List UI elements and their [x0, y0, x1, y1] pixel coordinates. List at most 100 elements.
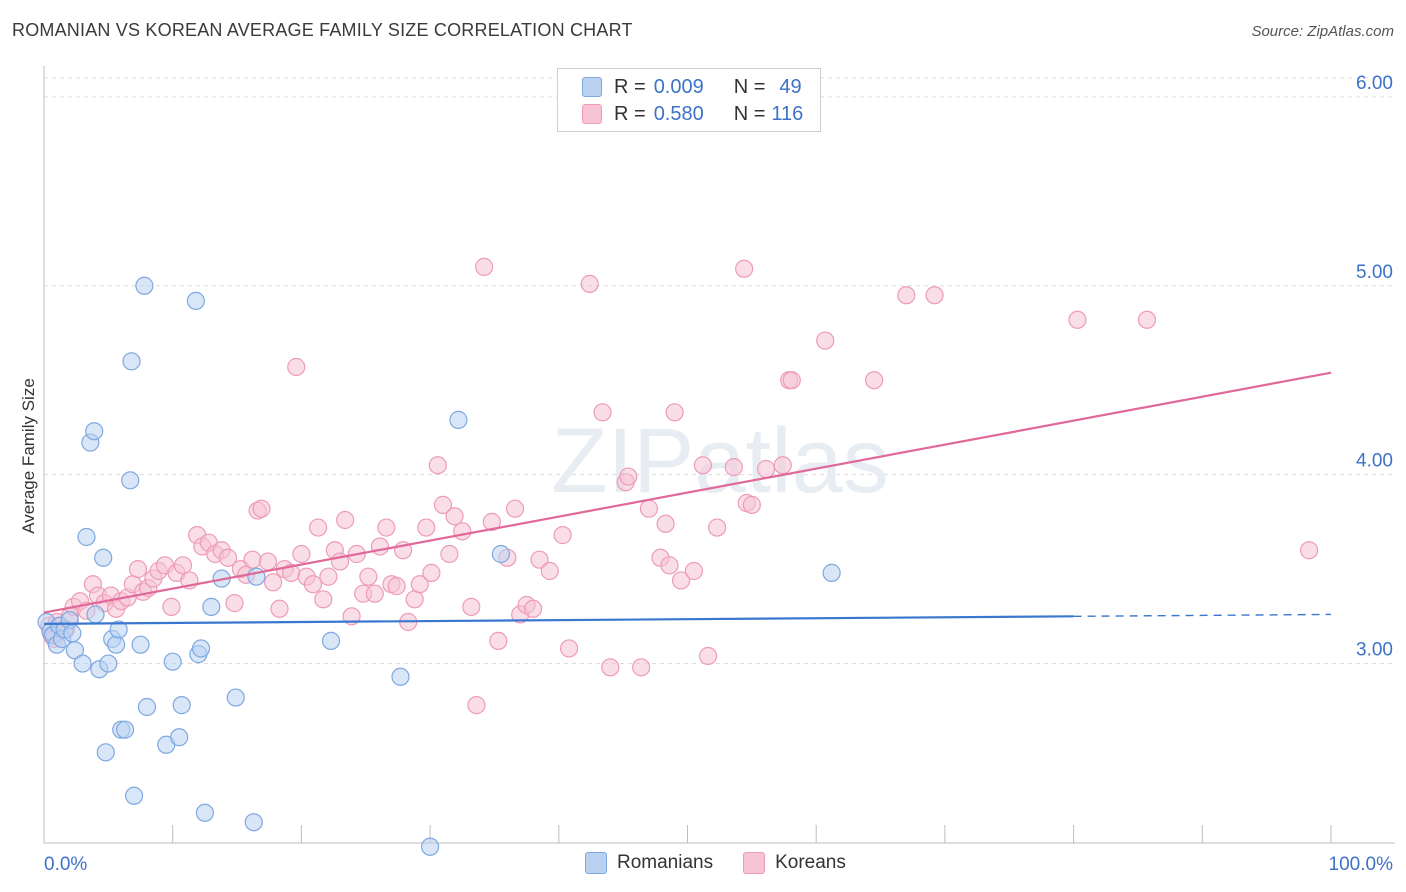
koreans-point	[263, 573, 283, 592]
koreans-point	[735, 259, 754, 278]
tick-labels: 3.00 4.00 5.00 6.00 0.0% 100.0%	[44, 73, 1393, 875]
koreans-point	[309, 518, 328, 537]
koreans-point	[756, 459, 776, 479]
koreans-point	[742, 495, 761, 514]
romanians-point	[421, 837, 440, 856]
romanians-point	[85, 422, 104, 441]
koreans-legend-label: Koreans	[775, 852, 846, 873]
romanians-point	[163, 652, 182, 671]
koreans-point	[243, 550, 262, 569]
koreans-point	[665, 403, 684, 422]
koreans-trend-line	[43, 371, 1332, 614]
koreans-point	[410, 575, 429, 594]
legend-n-value: 49	[779, 75, 802, 98]
romanians-point	[131, 635, 150, 654]
koreans-point	[433, 495, 453, 514]
koreans-point	[639, 499, 658, 518]
koreans-point	[370, 537, 390, 556]
koreans-point	[865, 371, 884, 390]
koreans-point	[365, 584, 384, 603]
koreans-point	[1137, 310, 1157, 329]
correlation-legend: R = 0.009 N = 49 R = 0.580 N = 116	[557, 68, 821, 132]
koreans-point	[303, 575, 323, 594]
romanians-point	[391, 667, 410, 686]
romanians-point	[172, 696, 191, 715]
y-tick-label: 5.00	[1356, 262, 1393, 283]
legend-r-label: R =	[614, 102, 646, 125]
y-tick-label: 6.00	[1356, 73, 1393, 94]
romanians-point	[122, 352, 141, 371]
koreans-point	[482, 512, 501, 531]
koreans-point	[698, 646, 718, 666]
koreans-point	[319, 567, 338, 586]
koreans-point	[684, 561, 704, 581]
legend-r-value: 0.580	[653, 102, 704, 125]
romanians-point	[86, 605, 105, 624]
romanians-point	[247, 567, 266, 586]
y-axis-label: Average Family Size	[19, 378, 38, 534]
koreans-point	[128, 560, 148, 579]
romanians-point	[137, 697, 157, 717]
koreans-point	[462, 597, 481, 616]
koreans-point	[336, 510, 355, 530]
romanians-legend-swatch	[585, 852, 607, 874]
koreans-point	[489, 631, 508, 650]
romanians-point	[202, 597, 221, 616]
x-tick-label: 100.0%	[1329, 854, 1394, 875]
romanians-point	[106, 635, 126, 654]
romanians-point	[121, 471, 140, 490]
koreans-point	[897, 286, 916, 305]
koreans-point	[314, 590, 333, 609]
axes	[43, 66, 1395, 844]
romanians-trend-line	[43, 615, 1074, 625]
romanians-point	[77, 527, 96, 547]
koreans-point	[428, 456, 447, 475]
legend-n-value: 116	[771, 102, 804, 125]
koreans-point	[173, 556, 193, 575]
romanians-point	[191, 639, 211, 658]
koreans-point	[782, 371, 801, 390]
x-tick-label: 0.0%	[44, 854, 87, 875]
koreans-point	[553, 526, 572, 545]
romanians-point	[822, 563, 841, 582]
koreans-point	[292, 544, 311, 564]
romanians-point	[115, 720, 135, 739]
koreans-point	[593, 403, 612, 422]
koreans-point	[405, 590, 424, 609]
koreans-swatch	[582, 104, 602, 124]
koreans-point	[708, 518, 727, 537]
romanians-point	[94, 548, 113, 567]
koreans-point	[816, 331, 835, 350]
koreans-point	[445, 507, 464, 526]
koreans-point	[1300, 541, 1319, 560]
koreans-point	[422, 563, 441, 582]
legend-n-label: N =	[733, 102, 766, 125]
koreans-point	[467, 696, 486, 715]
romanians-point	[135, 276, 154, 295]
koreans-point	[359, 567, 378, 586]
koreans-point	[724, 458, 743, 477]
romanians-point	[491, 544, 510, 564]
koreans-point	[453, 522, 472, 541]
koreans-point	[417, 518, 436, 537]
romanians-swatch	[582, 77, 602, 97]
romanians-point	[244, 813, 263, 832]
koreans-point	[1068, 310, 1087, 329]
koreans-point	[656, 514, 675, 533]
koreans-point	[530, 550, 549, 569]
koreans-point	[540, 561, 559, 581]
series-legend: Romanians Koreans	[585, 852, 846, 874]
koreans-point	[523, 599, 543, 618]
koreans-point	[693, 456, 713, 475]
romanians-point	[73, 654, 92, 673]
koreans-point	[258, 552, 278, 571]
koreans-point	[773, 456, 792, 475]
romanians-point	[195, 803, 214, 822]
koreans-point	[225, 594, 244, 613]
romanians-point	[63, 624, 82, 643]
y-tick-label: 3.00	[1356, 640, 1393, 661]
romanians-point	[99, 654, 118, 673]
legend-row-koreans: R = 0.580 N = 116	[582, 102, 803, 126]
koreans-point	[440, 544, 459, 564]
trend-lines	[43, 371, 1332, 625]
